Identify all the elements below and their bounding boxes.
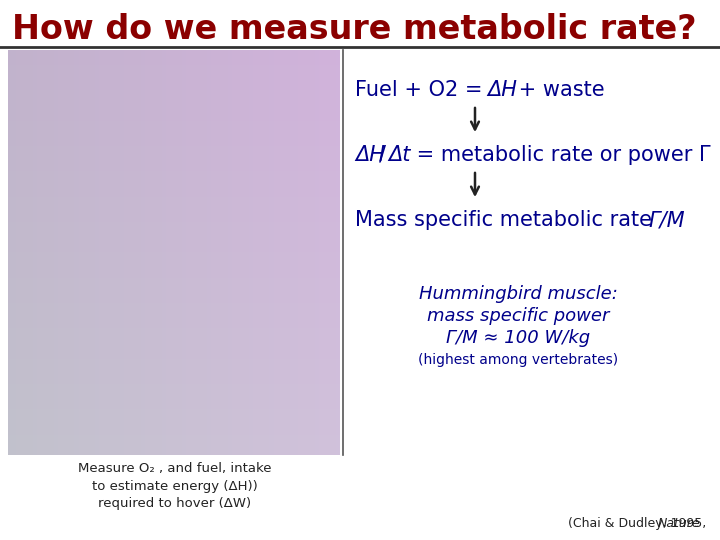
Text: Hummingbird muscle:: Hummingbird muscle: <box>418 285 618 303</box>
Text: /: / <box>379 145 386 165</box>
Text: ΔH: ΔH <box>355 145 385 165</box>
Text: Γ/M: Γ/M <box>648 210 685 230</box>
Text: Mass specific metabolic rate: Mass specific metabolic rate <box>355 210 659 230</box>
Text: (highest among vertebrates): (highest among vertebrates) <box>418 353 618 367</box>
Text: Fuel + O2 =: Fuel + O2 = <box>355 80 489 100</box>
Text: + waste: + waste <box>512 80 605 100</box>
Text: = metabolic rate or power Γ: = metabolic rate or power Γ <box>410 145 711 165</box>
Text: Measure O₂ , and fuel, intake: Measure O₂ , and fuel, intake <box>78 462 271 475</box>
Text: mass specific power: mass specific power <box>427 307 609 325</box>
Text: ΔH: ΔH <box>487 80 517 100</box>
Text: Γ/M ≈ 100 W/kg: Γ/M ≈ 100 W/kg <box>446 329 590 347</box>
Text: Nature: Nature <box>657 517 700 530</box>
Text: How do we measure metabolic rate?: How do we measure metabolic rate? <box>12 13 696 46</box>
Text: Δt: Δt <box>388 145 410 165</box>
Text: to estimate energy (ΔH)): to estimate energy (ΔH)) <box>92 480 258 493</box>
Text: (Chai & Dudley, 1995,: (Chai & Dudley, 1995, <box>568 517 710 530</box>
Text: required to hover (ΔW): required to hover (ΔW) <box>99 497 251 510</box>
